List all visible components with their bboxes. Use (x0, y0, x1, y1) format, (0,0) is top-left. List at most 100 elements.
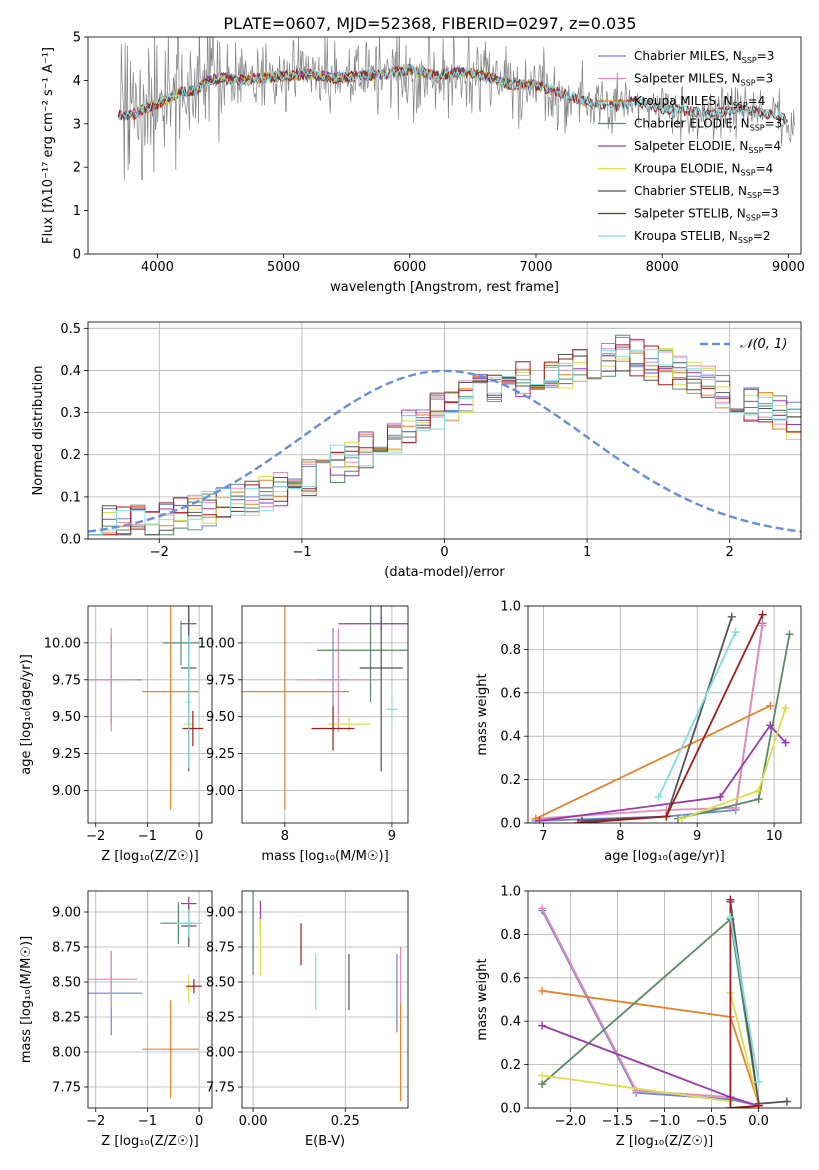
mass_vs_Z-x-tick-label: −1 (138, 1114, 157, 1129)
weight_vs_age-y-tick-label: 0.2 (500, 773, 521, 788)
weight_vs_age-x-tick-label: 7 (539, 829, 547, 844)
age_vs_mass-x-tick-label: 9 (388, 829, 396, 844)
weight_vs_age-y-tick-label: 0.4 (500, 730, 521, 745)
mass-weight-line (535, 704, 771, 820)
mass-weight-point (781, 738, 790, 747)
mass-weight-point (716, 792, 725, 801)
residuals-y-tick-label: 0.2 (60, 448, 81, 463)
weight_vs_age-plot (531, 610, 794, 823)
legend-label: Chabrier STELIB, NSSP=3 (634, 184, 780, 200)
weight_vs_Z-frame (527, 890, 802, 1109)
mass-weight-point (573, 819, 582, 823)
residuals-frame-group: −2 −1 0 1 2 0.0 0.1 0.2 0.3 0.4 0.5 (data-model)/er… (31, 321, 802, 580)
residuals-plot (88, 334, 801, 536)
spectrum-frame (87, 36, 802, 255)
mass-weight-point (766, 701, 775, 710)
legend-label: Salpeter MILES, NSSP=3 (634, 72, 773, 88)
mass_vs_ebv-y-tick-label: 8.00 (206, 1046, 235, 1061)
mass_vs_Z-y-tick-label: 8.50 (52, 976, 81, 991)
legend-label-count: =4 (748, 94, 766, 108)
spectrum-y-tick-label: 3 (73, 117, 81, 132)
weight_vs_Z-y-tick-label: 0.0 (500, 1102, 521, 1117)
mass_vs_Z-y-tick-label: 7.75 (52, 1081, 81, 1096)
weight_vs_age-y-tick-label: 0.6 (500, 686, 521, 701)
mass-weight-line (541, 910, 759, 1107)
residuals-ylabel: Normed distribution (31, 366, 46, 496)
weight_vs_age-x-tick-label: 10 (766, 829, 783, 844)
legend-label-count: =3 (762, 184, 780, 198)
residuals-xlabel: (data-model)/error (384, 565, 505, 580)
weight_vs_age-x-tick-label: 9 (693, 829, 701, 844)
mass_vs_ebv-y-tick-label: 8.25 (206, 1011, 235, 1026)
spectrum-x-tick-label: 9000 (772, 260, 805, 275)
mass-weight-point (726, 913, 735, 922)
age_vs_Z-y-tick-label: 10.00 (44, 636, 81, 651)
mass-weight-point (577, 816, 586, 823)
legend-label-count: =3 (765, 117, 783, 131)
mass_vs_ebv-y-tick-label: 9.00 (206, 906, 235, 921)
spectrum-x-tick-label: 6000 (393, 260, 426, 275)
age_vs_mass-xlabel: mass [log₁₀(M/M☉)] (261, 849, 388, 864)
legend-label-subscript: SSP (750, 124, 765, 133)
legend-label: 𝒩(0, 1) (740, 337, 787, 352)
age_vs_mass-frame (241, 605, 409, 824)
residuals-y-tick-label: 0.0 (60, 533, 81, 548)
age_vs_mass-x-tick-label: 8 (281, 829, 289, 844)
weight_vs_age-x-tick-label: 8 (616, 829, 624, 844)
mass-weight-line (729, 899, 759, 1108)
spectrum-x-tick-label: 4000 (141, 260, 174, 275)
mass-weight-point (654, 792, 663, 801)
legend-label-subscript: SSP (748, 146, 763, 155)
legend-label: Salpeter STELIB, NSSP=3 (634, 207, 778, 223)
mass-weight-point (538, 1080, 547, 1089)
weight_vs_Z-y-tick-label: 1.0 (500, 885, 521, 900)
mass_vs_Z-y-tick-label: 9.00 (52, 906, 81, 921)
mass-weight-point (677, 814, 686, 823)
legend-label: Salpeter ELODIE, NSSP=4 (634, 139, 781, 155)
mass-weight-point (758, 610, 767, 619)
age_vs_mass-y-tick-label: 9.25 (206, 747, 235, 762)
mass_vs_Z-frame (87, 890, 213, 1109)
age_vs_Z-frame (87, 605, 213, 824)
mass_vs_ebv-y-tick-label: 8.75 (206, 941, 235, 956)
legend-label-subscript: SSP (738, 236, 753, 245)
legend-label-subscript: SSP (741, 169, 756, 178)
weight_vs_Z-y-tick-label: 0.8 (500, 928, 521, 943)
mass_vs_Z-ylabel: mass [log₁₀(M/M☉)] (19, 936, 34, 1063)
mass-weight-point (781, 703, 790, 712)
legend-label-subscript: SSP (747, 191, 762, 200)
residuals-x-tick-label: 2 (726, 545, 734, 560)
weight_vs_age-frame (527, 605, 802, 824)
figure-title: PLATE=0607, MJD=52368, FIBERID=0297, z=0… (223, 14, 636, 33)
mass_vs_ebv-x-tick-label: 0.00 (239, 1114, 268, 1129)
mass-weight-point (785, 630, 794, 639)
legend-label: Chabrier MILES, NSSP=3 (634, 49, 774, 65)
weight_vs_age-y-tick-label: 0.0 (500, 817, 521, 832)
observed-spectrum-line (117, 37, 795, 181)
weight_vs_Z-x-tick-label: 0.0 (748, 1114, 769, 1129)
mass-weight-point (754, 1077, 763, 1086)
legend-label-subscript: SSP (733, 101, 748, 110)
residual-histogram (88, 343, 801, 536)
mass-weight-point (782, 1097, 791, 1106)
age_vs_mass-y-tick-label: 9.00 (206, 784, 235, 799)
spectrum-y-tick-label: 4 (73, 74, 81, 89)
weight_vs_Z-y-tick-label: 0.4 (500, 1015, 521, 1030)
age_vs_mass-frame-group: 8 9 9.00 9.25 9.50 9.75 10.00 mass [log₁₀(M/M☉)… (198, 605, 409, 864)
spectrum-xlabel: wavelength [Angstrom, rest frame] (330, 280, 559, 295)
legend-label-subscript: SSP (741, 79, 756, 88)
residuals-x-tick-label: −2 (150, 545, 169, 560)
mass_vs_ebv-axes: 0.00 0.25 7.75 8.00 8.25 8.50 8.75 9.00 E(B-V) (206, 890, 409, 1149)
spectrum-plot (117, 37, 795, 181)
legend-label-count: =3 (757, 49, 775, 63)
weight_vs_Z-y-tick-label: 0.2 (500, 1058, 521, 1073)
mass-weight-point (754, 786, 763, 795)
legend-label-count: =4 (763, 139, 781, 153)
spectrum-y-tick-label: 0 (73, 248, 81, 263)
mass-weight-point (754, 795, 763, 804)
mass-weight-point (662, 812, 671, 821)
mass_vs_Z-plot (88, 896, 202, 1099)
mass-weight-point (726, 895, 735, 904)
weight_vs_Z-x-tick-label: −1.5 (602, 1114, 634, 1129)
residuals-x-tick-label: 1 (583, 545, 591, 560)
